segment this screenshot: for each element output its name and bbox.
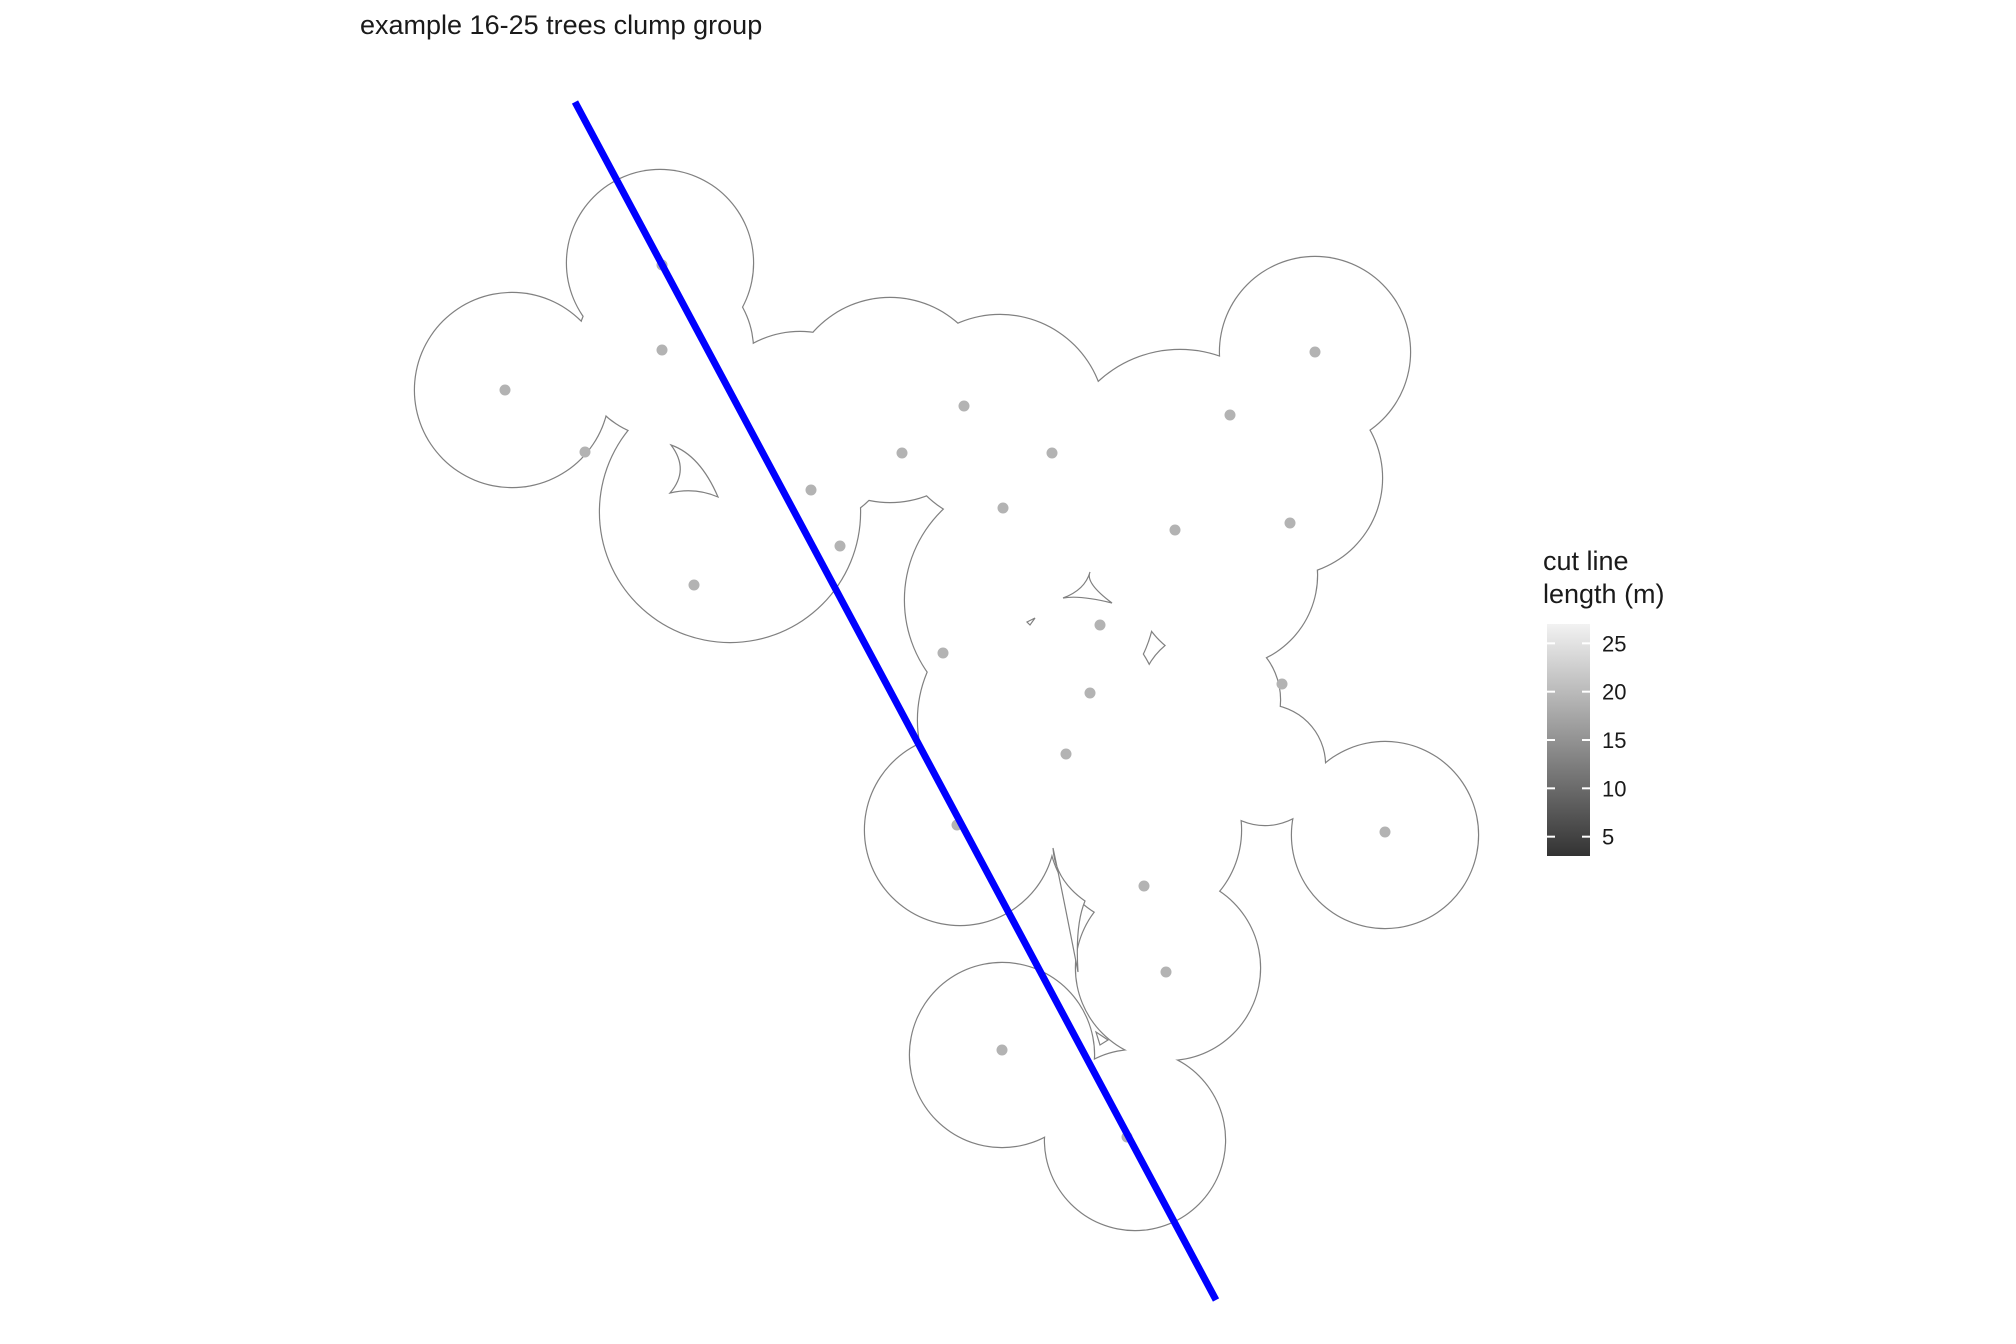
skid-trail-line xyxy=(571,100,1220,1302)
gap-1 xyxy=(1062,571,1113,604)
tree-point-15 xyxy=(937,647,949,659)
tree-point-18 xyxy=(1060,748,1072,760)
tree-point-25 xyxy=(1094,619,1106,631)
tree-point-22 xyxy=(1160,966,1172,978)
tree-point-21 xyxy=(1379,826,1391,838)
tree-point-17 xyxy=(1276,678,1288,690)
tree-point-9 xyxy=(1309,346,1321,358)
legend: 5 10 15 20 25 xyxy=(1547,624,1626,856)
tree-point-11 xyxy=(834,540,846,552)
tree-point-20 xyxy=(1138,880,1150,892)
tree-point-12 xyxy=(688,579,700,591)
tree-point-14 xyxy=(1284,517,1296,529)
tree-point-2 xyxy=(499,384,511,396)
legend-tick-label-1: 10 xyxy=(1602,776,1626,801)
tree-point-1 xyxy=(656,344,668,356)
tree-point-23 xyxy=(996,1044,1008,1056)
gap-3 xyxy=(1094,1030,1110,1046)
tree-point-7 xyxy=(1046,447,1058,459)
legend-title: cut line length (m) xyxy=(1543,545,1665,611)
tree-point-16 xyxy=(1084,687,1096,699)
legend-tick-label-2: 15 xyxy=(1602,728,1626,753)
tree-point-13 xyxy=(1169,524,1181,536)
tree-point-5 xyxy=(896,447,908,459)
clump-fill xyxy=(415,170,1478,1230)
tree-point-4 xyxy=(958,400,970,412)
tree-point-6 xyxy=(805,484,817,496)
clump-circle-18 xyxy=(1045,1050,1225,1230)
tree-point-10 xyxy=(997,502,1009,514)
gap-shapes xyxy=(668,443,1113,1046)
tree-point-3 xyxy=(579,446,591,458)
legend-tick-label-4: 25 xyxy=(1602,631,1626,656)
clump-circle-15 xyxy=(1049,734,1241,926)
legend-title-line-2: length (m) xyxy=(1543,579,1665,609)
legend-title-line-1: cut line xyxy=(1543,546,1629,576)
legend-tick-label-3: 20 xyxy=(1602,680,1626,705)
clump-circle-1 xyxy=(415,293,609,487)
clump-circle-21 xyxy=(1140,630,1280,770)
legend-tick-label-0: 5 xyxy=(1602,825,1614,850)
gap-0 xyxy=(668,443,720,499)
clump-circle-4 xyxy=(600,382,860,642)
gap-4 xyxy=(1025,617,1036,626)
clump-circle-14 xyxy=(865,735,1055,925)
chart-title: example 16-25 trees clump group xyxy=(360,10,763,40)
gap-2 xyxy=(1052,847,1086,973)
tree-point-8 xyxy=(1224,409,1236,421)
